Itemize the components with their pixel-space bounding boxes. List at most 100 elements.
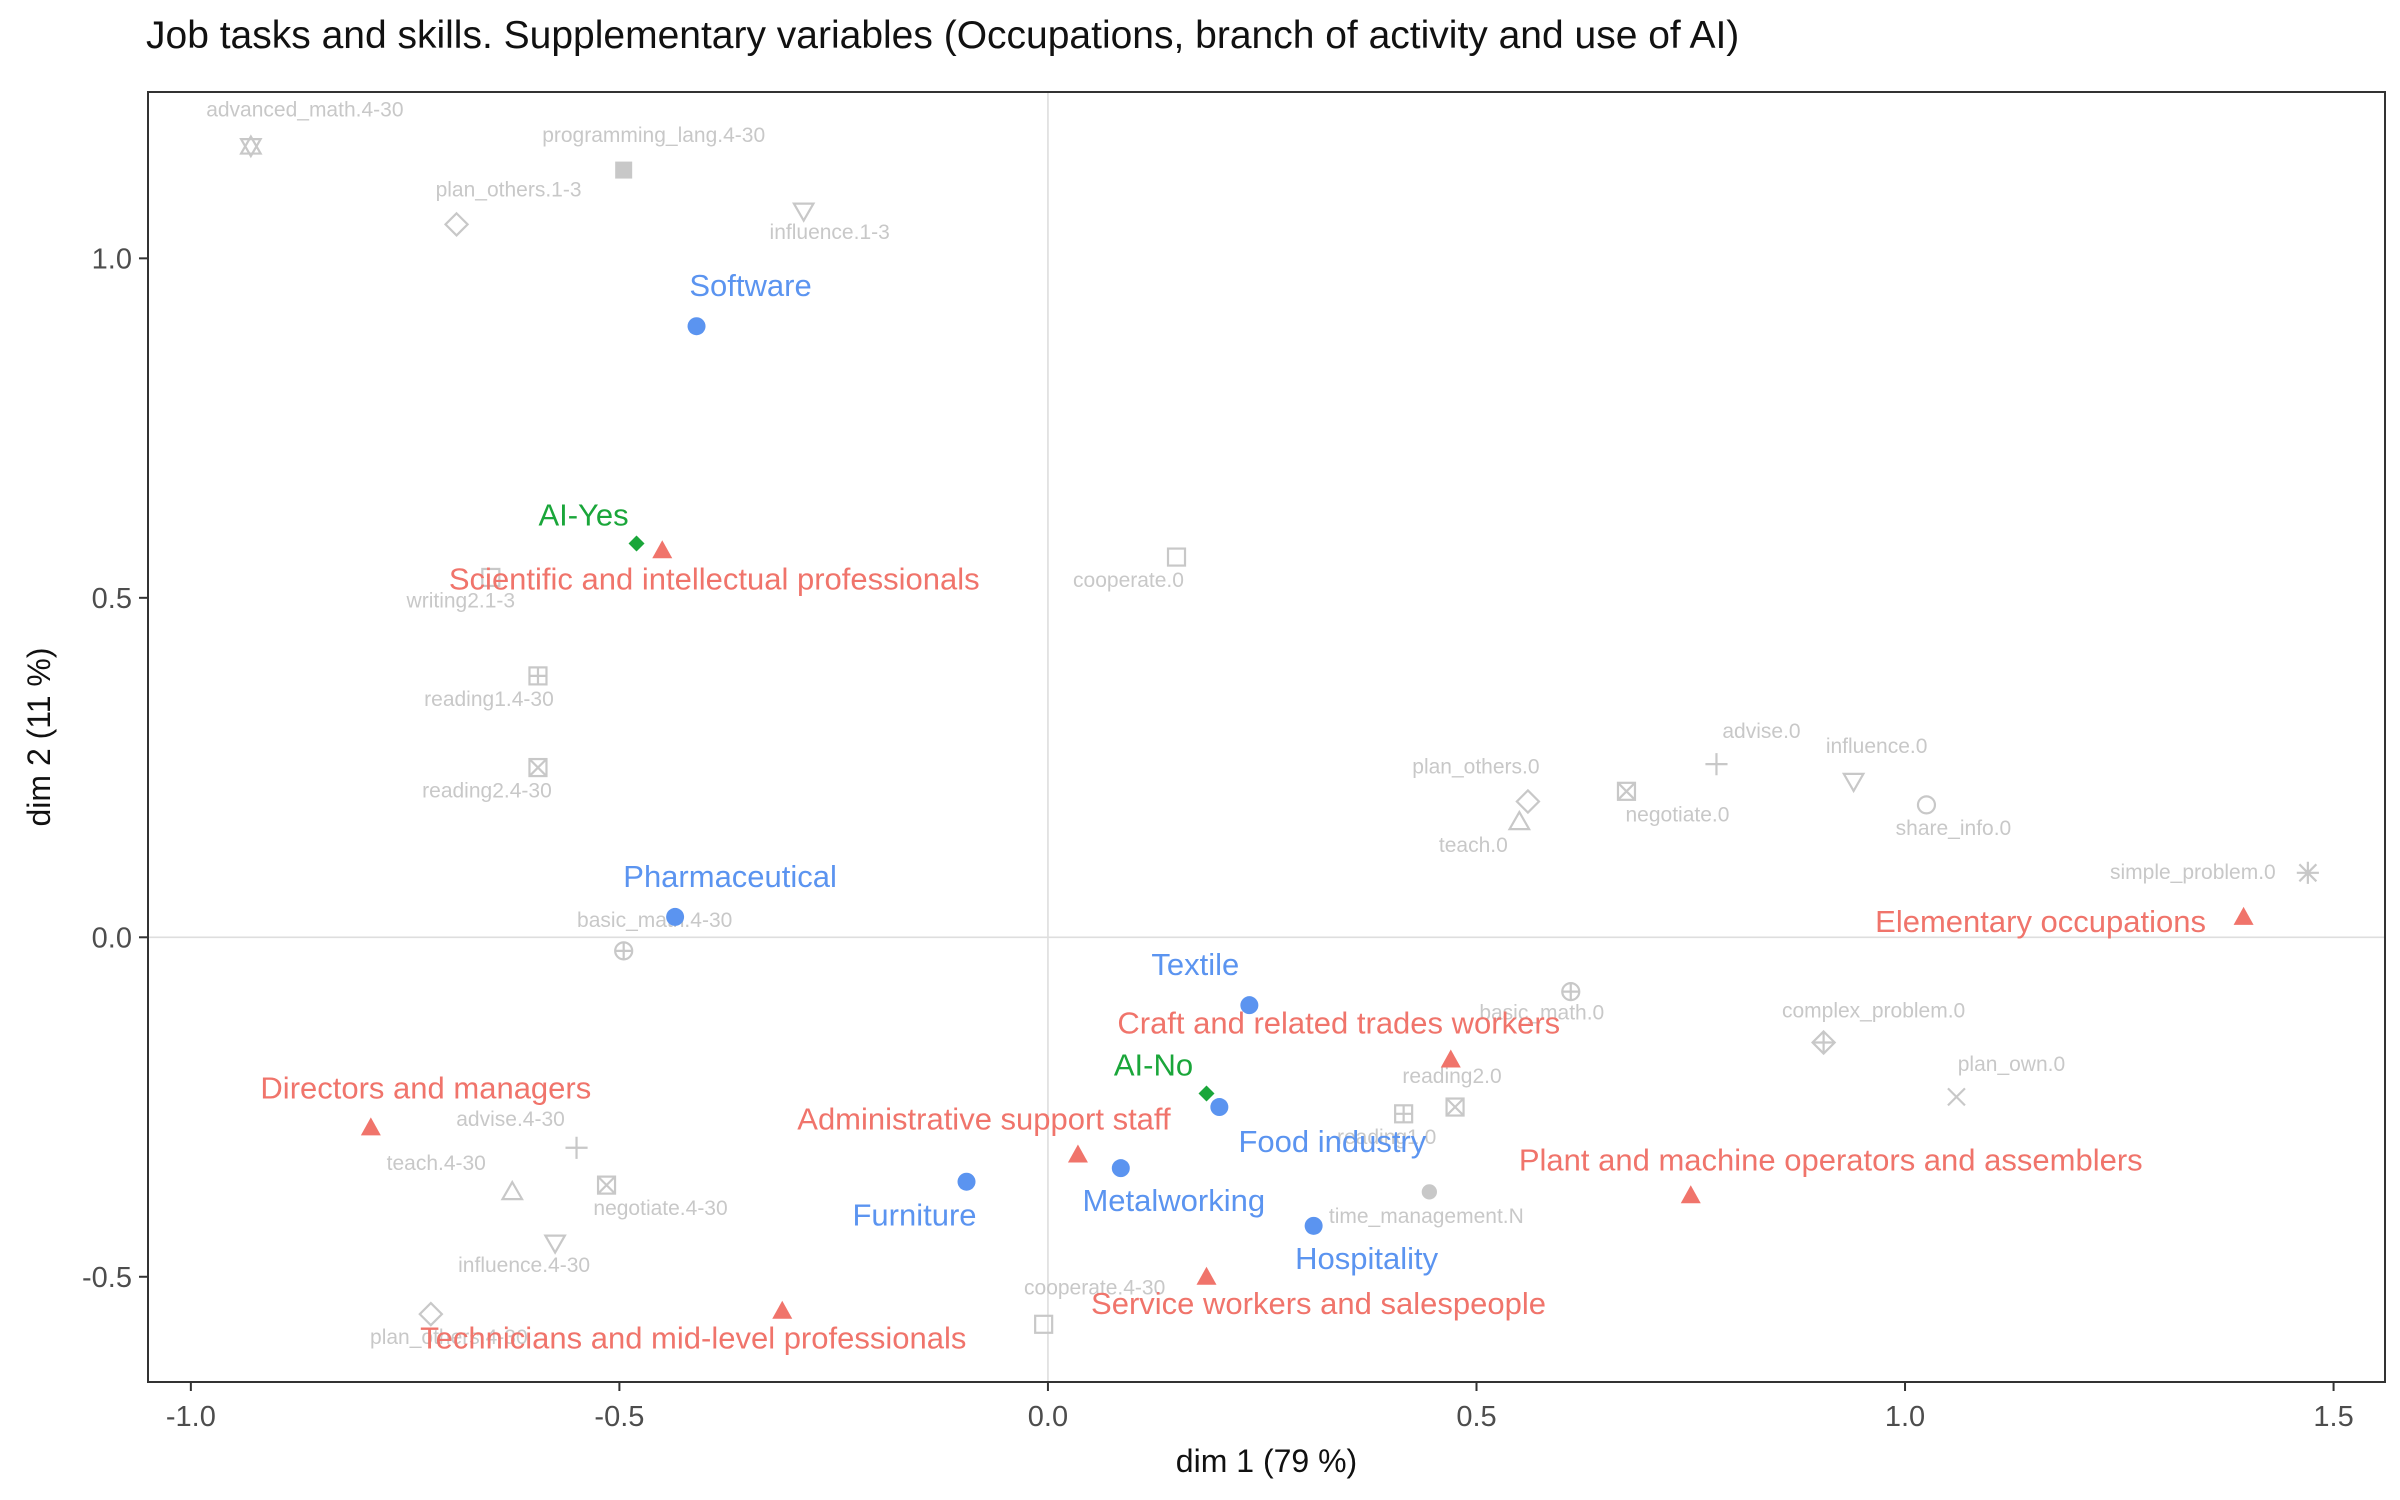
skill-point <box>239 134 263 159</box>
skill-label: plan_others.1-3 <box>436 178 582 201</box>
x-tick-label: -1.0 <box>166 1401 216 1433</box>
skill-label: programming_lang.4-30 <box>542 124 765 147</box>
skill-point <box>1705 753 1728 776</box>
skill-label: reading2.0 <box>1402 1065 1501 1088</box>
skill-point <box>1561 982 1581 1002</box>
skill-point <box>528 666 548 686</box>
branch-point <box>1240 996 1259 1015</box>
axes: -1.0 -0.5 0.0 0.5 1.0 1.5 -0.5 0.0 0.5 1.0 <box>82 243 2354 1433</box>
skill-label: writing2.1-3 <box>406 589 516 612</box>
ai-label: AI-Yes <box>538 498 628 533</box>
x-axis-title: dim 1 (79 %) <box>1176 1443 1357 1479</box>
branch-label: Metalworking <box>1082 1183 1265 1218</box>
skill-point <box>528 757 548 778</box>
skill-point <box>791 202 816 223</box>
skill-label: reading2.4-30 <box>422 780 552 803</box>
supplementary-group-points: Scientific and intellectual professional… <box>260 268 2254 1356</box>
skill-label: basic_math.4-30 <box>577 909 732 932</box>
skill-label: share_info.0 <box>1896 817 2012 840</box>
skill-label: time_management.N <box>1329 1205 1524 1228</box>
skill-point <box>1515 788 1541 815</box>
skill-point <box>596 1175 617 1195</box>
skill-point <box>1916 795 1937 815</box>
y-tick-label: -0.5 <box>82 1262 132 1294</box>
branch-point <box>957 1172 976 1191</box>
occupation-point <box>2233 906 2254 925</box>
skill-label: negotiate.0 <box>1626 803 1730 826</box>
skill-point <box>614 941 634 961</box>
occupation-label: Elementary occupations <box>1875 904 2206 939</box>
skill-point <box>1947 1087 1966 1107</box>
branch-label: Pharmaceutical <box>623 859 837 894</box>
skill-point <box>1034 1314 1054 1334</box>
skill-label: plan_others.4-30 <box>370 1326 528 1349</box>
skill-label: advise.0 <box>1722 720 1800 743</box>
skill-label: reading1.4-30 <box>424 688 554 711</box>
skill-point <box>1394 1104 1414 1124</box>
branch-point <box>1304 1216 1323 1235</box>
occupation-label: Directors and managers <box>260 1070 591 1105</box>
x-tick-label: 0.0 <box>1028 1401 1068 1433</box>
skill-label: reading1.0 <box>1337 1126 1436 1149</box>
occupation-label: Technicians and mid-level professionals <box>420 1321 966 1356</box>
branch-point <box>1111 1159 1130 1178</box>
skill-label: teach.4-30 <box>387 1152 486 1175</box>
skill-point <box>443 211 470 238</box>
skill-label: cooperate.4-30 <box>1024 1276 1165 1299</box>
occupation-point <box>652 540 673 559</box>
occupation-point <box>1196 1266 1217 1285</box>
x-tick-label: 0.5 <box>1456 1401 1496 1433</box>
chart-title: Job tasks and skills. Supplementary vari… <box>146 14 1740 57</box>
skill-point <box>615 161 633 179</box>
reference-lines <box>148 92 2385 1382</box>
skill-point <box>481 567 501 588</box>
branch-label: Software <box>689 268 811 303</box>
skill-label: advise.4-30 <box>456 1108 565 1131</box>
occupation-point <box>1067 1144 1088 1163</box>
branch-label: Food industry <box>1238 1124 1426 1159</box>
skill-point <box>1507 809 1532 831</box>
occupation-label: Scientific and intellectual professional… <box>449 561 980 596</box>
plot-panel-border <box>147 91 2386 1383</box>
skill-label: basic_math.0 <box>1479 1002 1604 1025</box>
y-tick-label: 0.5 <box>92 583 132 615</box>
occupation-point <box>1440 1049 1461 1068</box>
skill-label: plan_others.0 <box>1412 756 1539 779</box>
ai-use-point <box>1198 1085 1215 1102</box>
skill-point <box>565 1136 588 1159</box>
branch-point <box>1210 1098 1229 1117</box>
skill-label: advanced_math.4-30 <box>206 98 403 121</box>
occupation-point <box>1680 1185 1701 1204</box>
y-axis-title: dim 2 (11 %) <box>21 647 57 826</box>
skill-label: negotiate.4-30 <box>593 1197 727 1220</box>
skill-point <box>500 1179 524 1201</box>
branch-label: Textile <box>1151 947 1239 982</box>
occupation-label: Service workers and salespeople <box>1091 1286 1546 1321</box>
skill-point <box>418 1301 444 1327</box>
skill-label: plan_own.0 <box>1958 1053 2065 1076</box>
branch-label: Hospitality <box>1295 1241 1438 1276</box>
x-tick-label: 1.0 <box>1885 1401 1925 1433</box>
occupation-label: Plant and machine operators and assemble… <box>1519 1142 2143 1177</box>
occupation-point <box>360 1117 381 1136</box>
y-tick-label: 1.0 <box>92 243 132 275</box>
skill-point <box>1445 1097 1465 1117</box>
ai-label: AI-No <box>1114 1047 1193 1082</box>
skill-point <box>1841 772 1866 794</box>
skill-point <box>1616 781 1637 801</box>
skill-label: simple_problem.0 <box>2110 861 2276 884</box>
y-tick-label: 0.0 <box>92 922 132 954</box>
branch-point <box>666 907 685 926</box>
skill-point <box>1421 1184 1437 1200</box>
skill-label: influence.1-3 <box>770 221 890 244</box>
skill-label: complex_problem.0 <box>1782 1000 1965 1023</box>
skill-label: influence.0 <box>1826 735 1928 758</box>
occupation-label: Craft and related trades workers <box>1117 1006 1560 1041</box>
supplementary-skill-points: advanced_math.4-30 programming_lang.4-30p… <box>206 98 2319 1349</box>
skill-label: influence.4-30 <box>458 1254 590 1277</box>
skill-point <box>1166 547 1187 567</box>
occupation-point <box>772 1300 793 1319</box>
skill-point <box>1811 1029 1837 1056</box>
skill-label: cooperate.0 <box>1073 569 1184 592</box>
